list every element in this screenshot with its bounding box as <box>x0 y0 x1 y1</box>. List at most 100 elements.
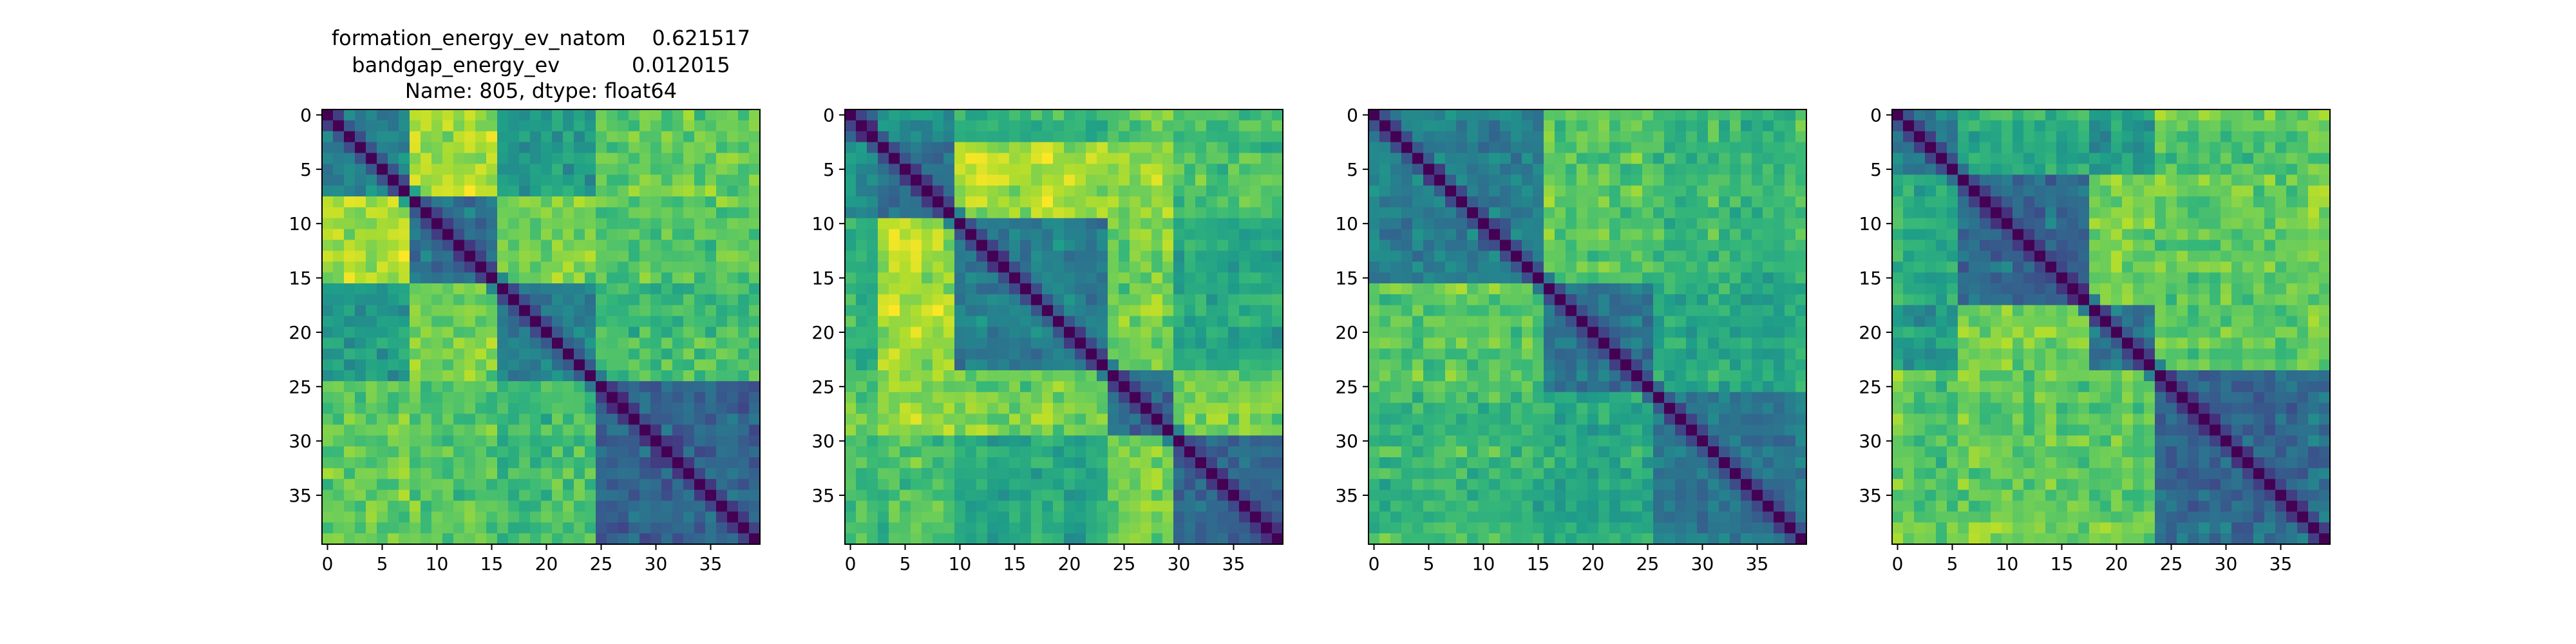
heatmap-cell <box>1173 316 1185 328</box>
heatmap-cell <box>1119 251 1130 262</box>
heatmap-cell <box>629 218 640 230</box>
heatmap-cell <box>1675 207 1687 219</box>
heatmap-cell <box>1686 500 1698 512</box>
heatmap-cell <box>1434 218 1446 230</box>
heatmap-cell <box>1577 185 1588 197</box>
heatmap-cell <box>933 196 944 208</box>
heatmap-cell <box>878 283 889 295</box>
heatmap-cell <box>889 359 900 371</box>
heatmap-cell <box>1217 316 1229 328</box>
heatmap-cell <box>1664 370 1676 382</box>
heatmap-cell <box>442 413 454 425</box>
heatmap-cell <box>1609 511 1621 523</box>
heatmap-cell <box>563 207 574 219</box>
heatmap-cell <box>1642 337 1654 349</box>
heatmap-cell <box>1763 337 1774 349</box>
heatmap-cell <box>933 175 944 186</box>
heatmap-cell <box>2122 109 2134 121</box>
heatmap-cell <box>933 185 944 197</box>
heatmap-cell <box>322 109 334 121</box>
heatmap-cell <box>1445 251 1457 262</box>
heatmap-cell <box>965 348 977 360</box>
heatmap-cell <box>1620 381 1632 393</box>
heatmap-cell <box>1423 175 1435 186</box>
heatmap-cell <box>1261 294 1273 306</box>
heatmap-cell <box>442 402 454 415</box>
heatmap-cell <box>845 511 857 523</box>
heatmap-cell <box>541 392 553 404</box>
heatmap-cell <box>672 359 684 371</box>
heatmap-cell <box>530 533 542 545</box>
heatmap-cell <box>1086 164 1097 175</box>
heatmap-cell <box>1489 337 1501 349</box>
heatmap-cell <box>410 316 421 328</box>
heatmap-cell <box>355 153 366 164</box>
heatmap-cell <box>1631 468 1643 480</box>
heatmap-cell <box>1173 446 1185 458</box>
heatmap-cell <box>1423 294 1435 306</box>
heatmap-cell <box>1075 316 1086 328</box>
heatmap-cell <box>552 337 564 349</box>
heatmap-cell <box>1217 207 1229 219</box>
heatmap-cell <box>1785 392 1796 404</box>
heatmap-cell <box>1489 272 1501 284</box>
heatmap-cell <box>442 489 454 502</box>
heatmap-cell <box>1250 489 1262 502</box>
heatmap-cell <box>596 164 607 175</box>
heatmap-cell <box>867 316 878 328</box>
heatmap-cell <box>596 316 607 328</box>
heatmap-cell <box>442 294 454 306</box>
heatmap-cell <box>1587 522 1599 534</box>
heatmap-cell <box>508 478 520 491</box>
heatmap-cell <box>1478 327 1490 338</box>
heatmap-cell <box>1664 435 1676 447</box>
heatmap-cell <box>607 478 618 491</box>
heatmap-cell <box>1151 175 1163 186</box>
heatmap-cell <box>1228 283 1240 295</box>
heatmap-cell <box>1119 413 1130 425</box>
heatmap-cell <box>442 316 454 328</box>
heatmap-cell <box>1053 131 1065 143</box>
heatmap-cell <box>1467 229 1479 241</box>
heatmap-cell <box>1151 218 1163 230</box>
heatmap-cell <box>856 468 867 480</box>
heatmap-cell <box>1478 402 1490 415</box>
heatmap-cell <box>475 424 487 436</box>
heatmap-cell <box>1719 185 1730 197</box>
heatmap-cell <box>1664 272 1676 284</box>
heatmap-cell <box>1020 348 1032 360</box>
heatmap-cell <box>1064 207 1075 219</box>
heatmap-cell <box>1141 381 1152 393</box>
heatmap-cell <box>1785 196 1796 208</box>
heatmap-cell <box>1042 370 1054 382</box>
heatmap-cell <box>333 348 345 360</box>
heatmap-cell <box>1239 283 1251 295</box>
heatmap-cell <box>574 261 585 273</box>
heatmap-cell <box>1642 348 1654 360</box>
heatmap-cell <box>1009 413 1021 425</box>
heatmap-cell <box>1020 478 1032 491</box>
heatmap-cell <box>1598 402 1610 415</box>
heatmap-cell <box>1250 511 1262 523</box>
heatmap-cell <box>486 457 498 469</box>
heatmap-cell <box>878 251 889 262</box>
heatmap-cell <box>1620 218 1632 230</box>
heatmap-cell <box>1478 207 1490 219</box>
heatmap-cell <box>1250 131 1262 143</box>
heatmap-cell <box>1239 392 1251 404</box>
heatmap-cell <box>1467 533 1479 545</box>
heatmap-cell <box>333 164 345 175</box>
heatmap-cell <box>987 207 999 219</box>
heatmap-cell <box>1162 511 1174 523</box>
heatmap-cell <box>431 218 443 230</box>
heatmap-cell <box>497 337 509 349</box>
heatmap-cell <box>377 413 388 425</box>
heatmap-cell <box>650 522 662 534</box>
heatmap-cell <box>585 164 596 175</box>
heatmap-cell <box>639 381 651 393</box>
heatmap-cell <box>1261 468 1273 480</box>
heatmap-cell <box>1390 348 1402 360</box>
heatmap-cell <box>661 109 673 121</box>
heatmap-cell <box>1577 142 1588 154</box>
heatmap-cell <box>464 153 476 164</box>
